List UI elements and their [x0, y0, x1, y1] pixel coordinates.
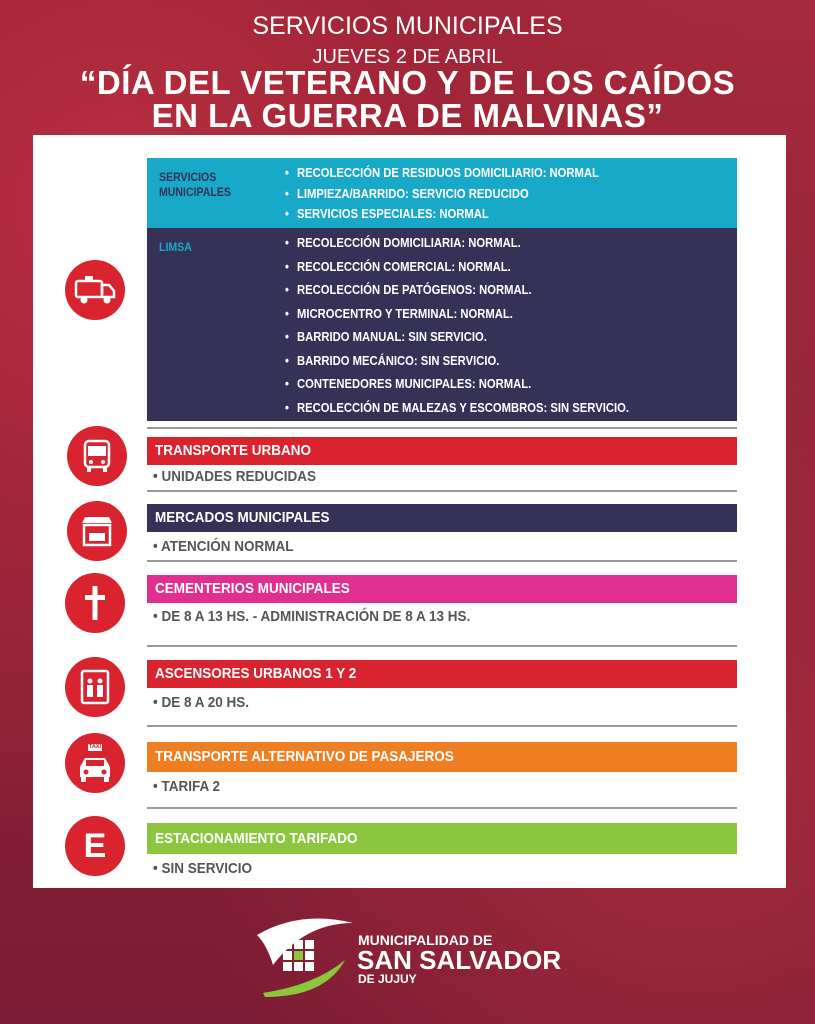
list-item: SERVICIOS ESPECIALES: NORMAL — [285, 204, 599, 225]
limsa-list: RECOLECCIÓN DOMICILIARIA: NORMAL. RECOLE… — [285, 232, 667, 420]
section-title: TRANSPORTE ALTERNATIVO DE PASAJEROS — [155, 748, 454, 765]
list-item: CONTENEDORES MUNICIPALES: NORMAL. — [285, 373, 629, 397]
section-header-transporte-alternativo: TRANSPORTE ALTERNATIVO DE PASAJEROS — [147, 742, 737, 772]
list-item: RECOLECCIÓN DE MALEZAS Y ESCOMBROS: SIN … — [285, 397, 629, 421]
section-header-mercados: MERCADOS MUNICIPALES — [147, 504, 737, 532]
label-line: MUNICIPALES — [159, 185, 231, 199]
limsa-block: LIMSA RECOLECCIÓN DOMICILIARIA: NORMAL. … — [147, 228, 737, 421]
section-detail: • DE 8 A 13 HS. - ADMINISTRACIÓN DE 8 A … — [153, 608, 506, 625]
detail-text: • TARIFA 2 — [153, 778, 220, 795]
taxi-icon: TAXI — [65, 733, 125, 793]
section-detail: • ATENCIÓN NORMAL — [153, 538, 309, 555]
list-item: RECOLECCIÓN DOMICILIARIA: NORMAL. — [285, 232, 629, 256]
section-detail: • DE 8 A 20 HS. — [153, 694, 260, 711]
taxi-sign-label: TAXI — [88, 744, 102, 751]
logo-line-2: SAN SALVADOR — [357, 945, 562, 975]
municipal-services-list: RECOLECCIÓN DE RESIDUOS DOMICILIARIO: NO… — [285, 163, 634, 225]
headline: “DÍA DEL VETERANO Y DE LOS CAÍDOS EN LA G… — [0, 66, 815, 132]
list-item: BARRIDO MANUAL: SIN SERVICIO. — [285, 326, 629, 350]
list-item: BARRIDO MECÁNICO: SIN SERVICIO. — [285, 350, 629, 374]
logo-mark-icon — [257, 918, 353, 997]
section-header-estacionamiento: ESTACIONAMIENTO TARIFADO — [147, 823, 737, 854]
list-item: MICROCENTRO Y TERMINAL: NORMAL. — [285, 303, 629, 327]
label-line: SERVICIOS — [159, 170, 217, 184]
divider — [147, 725, 737, 727]
garbage-truck-icon — [65, 260, 125, 320]
cross-icon — [65, 573, 125, 633]
divider — [147, 560, 737, 562]
elevator-icon — [65, 657, 125, 717]
detail-text: • DE 8 A 13 HS. - ADMINISTRACIÓN DE 8 A … — [153, 608, 471, 625]
section-title: MERCADOS MUNICIPALES — [155, 509, 330, 526]
section-detail: • UNIDADES REDUCIDAS — [153, 468, 334, 485]
detail-text: • SIN SERVICIO — [153, 860, 253, 877]
detail-text: • ATENCIÓN NORMAL — [153, 538, 294, 555]
list-item: LIMPIEZA/BARRIDO: SERVICIO REDUCIDO — [285, 184, 599, 205]
headline-line-1: “DÍA DEL VETERANO Y DE LOS CAÍDOS — [79, 64, 736, 101]
divider — [147, 490, 737, 492]
detail-text: • UNIDADES REDUCIDAS — [153, 468, 316, 485]
header-date: JUEVES 2 DE ABRIL — [312, 46, 503, 68]
municipal-services-label: SERVICIOS MUNICIPALES — [159, 170, 231, 200]
section-detail: • TARIFA 2 — [153, 778, 227, 795]
parking-e-icon: E — [65, 816, 125, 876]
section-header-transporte-urbano: TRANSPORTE URBANO — [147, 437, 737, 465]
logo-line-1: MUNICIPALIDAD DE — [358, 932, 493, 948]
bus-icon — [67, 426, 127, 486]
divider — [147, 807, 737, 809]
header-title: SERVICIOS MUNICIPALES — [252, 12, 563, 40]
section-title: ASCENSORES URBANOS 1 Y 2 — [155, 665, 357, 682]
market-icon — [67, 501, 127, 561]
detail-text: • DE 8 A 20 HS. — [153, 694, 250, 711]
logo-line-3: DE JUJUY — [358, 972, 417, 986]
section-header-cementerios: CEMENTERIOS MUNICIPALES — [147, 575, 737, 603]
section-title: TRANSPORTE URBANO — [155, 442, 312, 459]
section-title: ESTACIONAMIENTO TARIFADO — [155, 830, 358, 847]
list-item: RECOLECCIÓN COMERCIAL: NORMAL. — [285, 256, 629, 280]
list-item: RECOLECCIÓN DE RESIDUOS DOMICILIARIO: NO… — [285, 163, 599, 184]
limsa-label: LIMSA — [159, 240, 192, 254]
section-detail: • SIN SERVICIO — [153, 860, 263, 877]
divider — [147, 645, 737, 647]
list-item: RECOLECCIÓN DE PATÓGENOS: NORMAL. — [285, 279, 629, 303]
section-title: CEMENTERIOS MUNICIPALES — [155, 580, 350, 597]
divider — [147, 427, 737, 429]
section-header-ascensores: ASCENSORES URBANOS 1 Y 2 — [147, 660, 737, 688]
headline-line-2: EN LA GUERRA DE MALVINAS” — [151, 97, 664, 134]
